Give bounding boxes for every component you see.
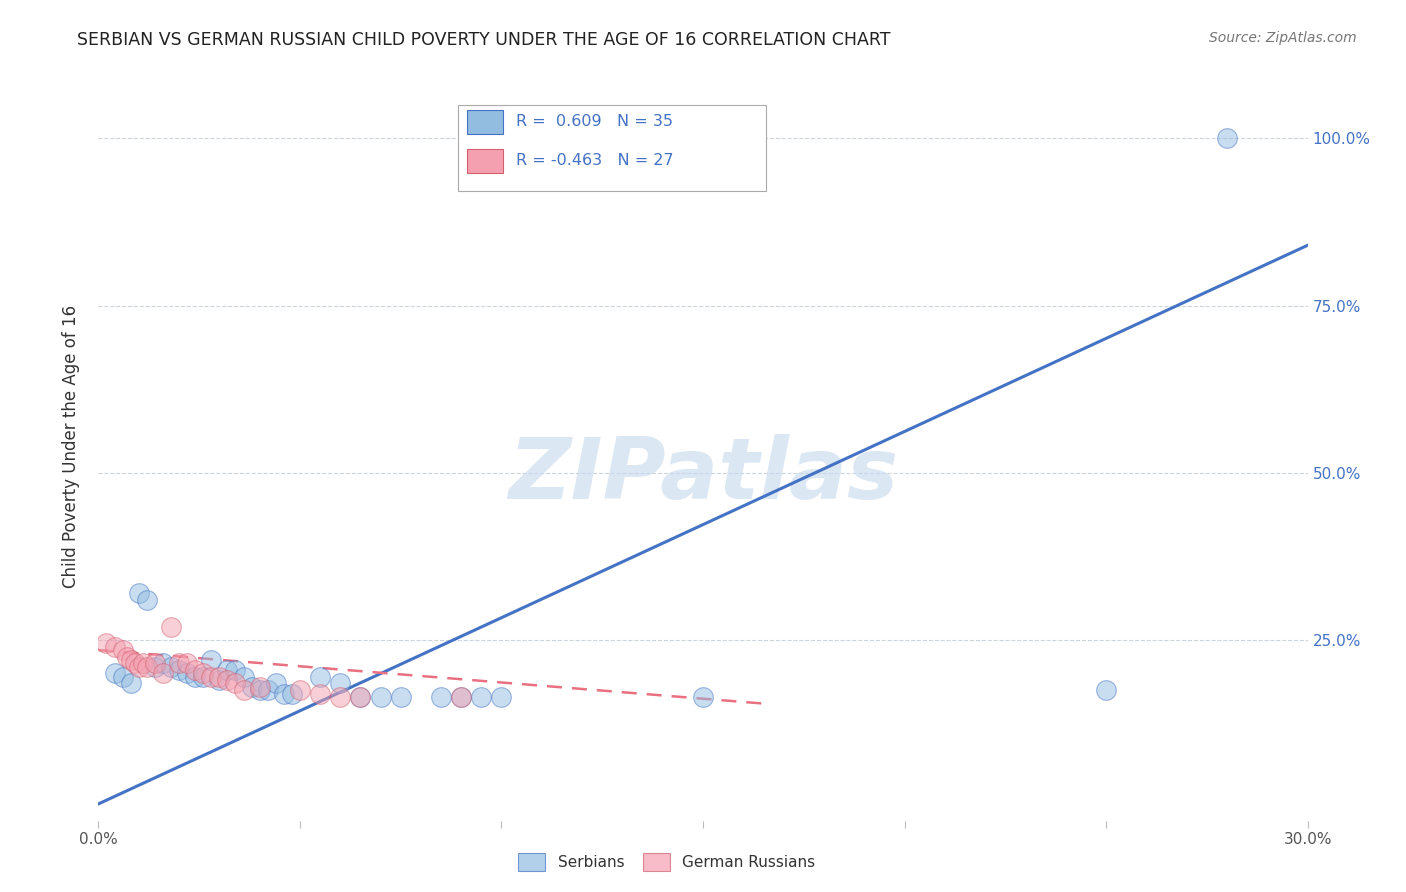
Point [692,690,714,704]
Point [329,676,352,690]
Point [200,670,222,684]
Point [160,660,183,674]
Text: ZIPatlas: ZIPatlas [508,434,898,517]
Point [167,663,190,677]
Point [249,683,271,698]
Point [193,670,215,684]
Point [184,663,207,677]
Point [256,683,278,698]
Point [309,687,332,701]
Point [349,690,371,704]
Text: R =  0.609   N = 35: R = 0.609 N = 35 [516,114,672,129]
Point [143,660,166,674]
Point [200,653,222,667]
Point [128,660,150,674]
Point [309,670,332,684]
Point [124,657,146,671]
Point [111,643,134,657]
Point [176,657,198,671]
Legend: Serbians, German Russians: Serbians, German Russians [512,847,821,877]
Point [264,676,287,690]
FancyBboxPatch shape [467,149,503,172]
Point [103,640,125,654]
Point [224,663,246,677]
Point [450,690,472,704]
Point [1095,683,1118,698]
Point [208,673,231,688]
Point [491,690,513,704]
Point [217,663,239,677]
Point [128,586,150,600]
Point [349,690,371,704]
Point [96,636,118,650]
Text: R = -0.463   N = 27: R = -0.463 N = 27 [516,153,673,168]
Point [370,690,392,704]
Point [111,670,134,684]
Point [176,666,198,681]
FancyBboxPatch shape [467,110,503,134]
Y-axis label: Child Poverty Under the Age of 16: Child Poverty Under the Age of 16 [62,304,80,588]
Text: Source: ZipAtlas.com: Source: ZipAtlas.com [1209,31,1357,45]
Point [152,666,174,681]
Point [143,657,166,671]
Point [281,687,304,701]
Point [1216,131,1239,145]
Point [470,690,492,704]
Point [135,660,157,674]
Point [120,653,142,667]
Point [120,676,142,690]
Point [329,690,352,704]
Point [160,620,183,634]
Point [249,680,271,694]
Point [273,687,295,701]
Point [450,690,472,704]
Point [240,680,263,694]
Point [224,676,246,690]
Point [103,666,125,681]
Text: SERBIAN VS GERMAN RUSSIAN CHILD POVERTY UNDER THE AGE OF 16 CORRELATION CHART: SERBIAN VS GERMAN RUSSIAN CHILD POVERTY … [77,31,891,49]
Point [132,657,155,671]
Point [208,670,231,684]
Point [288,683,311,698]
Point [389,690,412,704]
Point [167,657,190,671]
Point [232,670,254,684]
Point [430,690,453,704]
Point [152,657,174,671]
Point [193,666,215,681]
Point [115,649,138,664]
Point [217,673,239,688]
Point [184,670,207,684]
Point [135,593,157,607]
FancyBboxPatch shape [457,105,766,191]
Point [232,683,254,698]
